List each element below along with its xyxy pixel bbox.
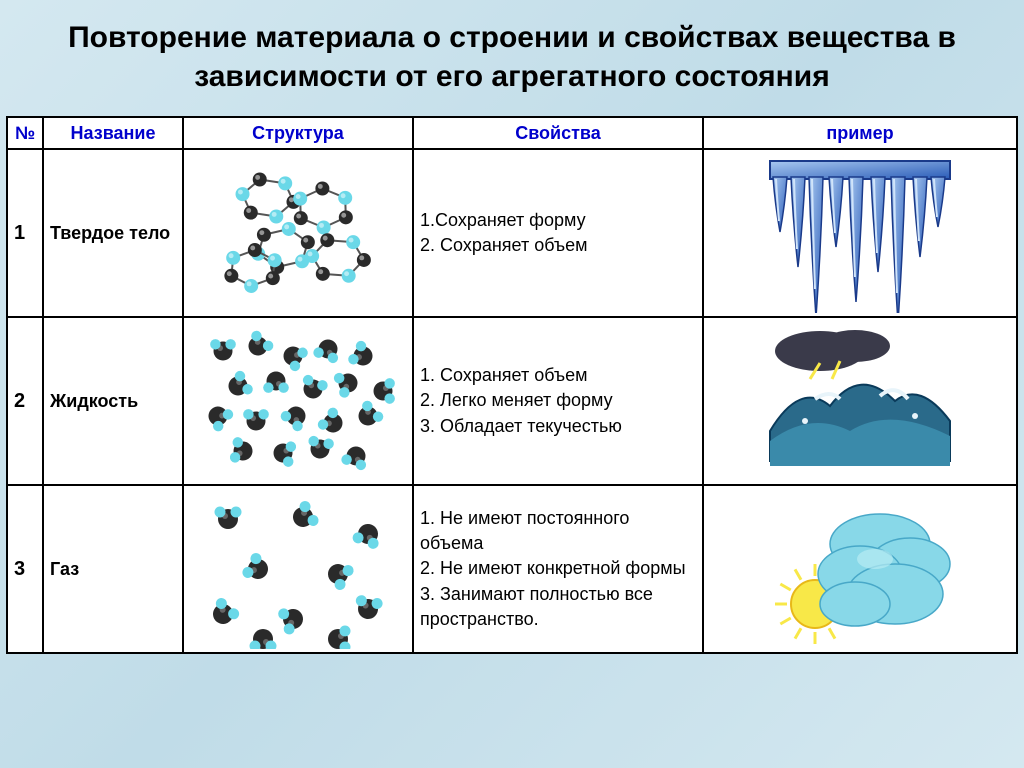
cloud-sun-icon <box>760 489 960 649</box>
solid-structure-icon <box>188 153 408 313</box>
table-row: 1 Твердое тело 1.Сохраняет форму2. Сохра… <box>7 149 1017 317</box>
cell-structure-liquid <box>183 317 413 485</box>
page-title: Повторение материала о строении и свойст… <box>0 0 1024 116</box>
table-container: № Название Структура Свойства пример 1 Т… <box>6 116 1018 654</box>
cell-name: Твердое тело <box>43 149 183 317</box>
icicles-icon <box>760 153 960 313</box>
cell-num: 2 <box>7 317 43 485</box>
header-prop: Свойства <box>413 117 703 149</box>
header-name: Название <box>43 117 183 149</box>
header-num: № <box>7 117 43 149</box>
cell-num: 1 <box>7 149 43 317</box>
cell-structure-gas <box>183 485 413 653</box>
wave-icon <box>760 321 960 481</box>
cell-example-icicles <box>703 149 1017 317</box>
cell-structure-solid <box>183 149 413 317</box>
table-row: 3 Газ 1. Не имеют постоянного объема2. Н… <box>7 485 1017 653</box>
states-table: № Название Структура Свойства пример 1 Т… <box>6 116 1018 654</box>
header-ex: пример <box>703 117 1017 149</box>
cell-num: 3 <box>7 485 43 653</box>
header-row: № Название Структура Свойства пример <box>7 117 1017 149</box>
cell-example-cloud <box>703 485 1017 653</box>
table-row: 2 Жидкость 1. Сохраняет объем2. Легко ме… <box>7 317 1017 485</box>
cell-example-wave <box>703 317 1017 485</box>
gas-structure-icon <box>188 489 408 649</box>
cell-name: Газ <box>43 485 183 653</box>
cell-name: Жидкость <box>43 317 183 485</box>
cell-props: 1.Сохраняет форму2. Сохраняет объем <box>413 149 703 317</box>
cell-props: 1. Сохраняет объем2. Легко меняет форму3… <box>413 317 703 485</box>
cell-props: 1. Не имеют постоянного объема2. Не имею… <box>413 485 703 653</box>
header-struct: Структура <box>183 117 413 149</box>
liquid-structure-icon <box>188 321 408 481</box>
